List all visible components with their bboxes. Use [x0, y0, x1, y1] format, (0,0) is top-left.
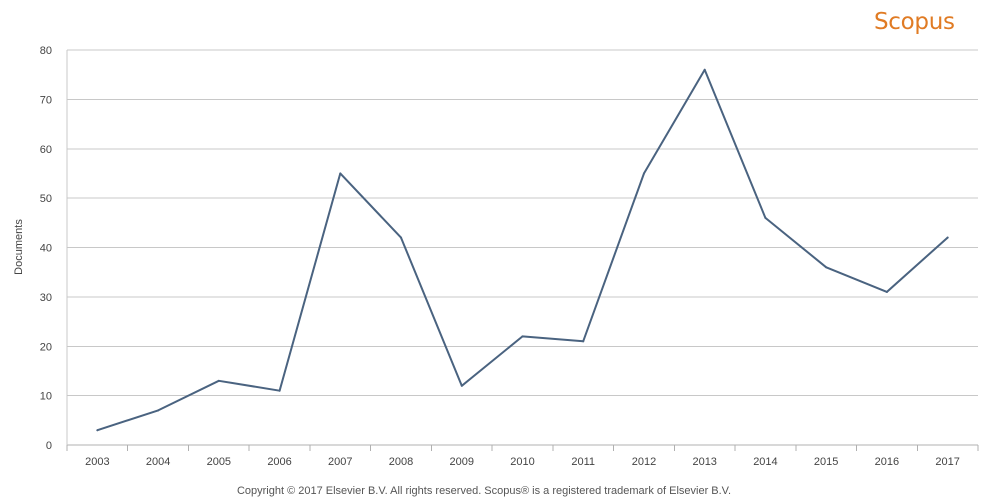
series-layer: [96, 68, 949, 432]
x-tick-label: 2007: [328, 456, 352, 468]
x-tick-label: 2005: [207, 456, 231, 468]
x-tick-label: 2004: [146, 456, 170, 468]
data-point-2016: [885, 290, 888, 293]
x-tick-label: 2016: [875, 456, 899, 468]
data-point-2004: [157, 409, 160, 412]
data-point-2007: [339, 172, 342, 175]
y-tick-labels: 0 10 20 30 40 50 60 70 80: [40, 45, 52, 452]
grid-layer: [66, 49, 979, 451]
x-tick-label: 2009: [450, 456, 474, 468]
data-point-2009: [460, 384, 463, 387]
data-point-2010: [521, 335, 524, 338]
y-tick-label: 30: [40, 292, 52, 304]
x-tick-labels: 2003 2004 2005 2006 2007 2008 2009 2010 2011 2012…: [85, 456, 960, 468]
x-tick-label: 2014: [753, 456, 777, 468]
data-point-2017: [946, 236, 949, 239]
y-tick-label: 50: [40, 193, 52, 205]
x-tick-label: 2015: [814, 456, 838, 468]
data-point-2008: [400, 236, 403, 239]
y-tick-label: 10: [40, 391, 52, 403]
y-tick-label: 0: [46, 440, 52, 452]
data-point-2013: [703, 68, 706, 71]
series-line-0: [96, 68, 949, 432]
x-tick-label: 2012: [632, 456, 656, 468]
x-tick-label: 2013: [692, 456, 716, 468]
data-point-2011: [582, 340, 585, 343]
x-tick-label: 2011: [571, 456, 595, 468]
x-tick-label: 2003: [85, 456, 109, 468]
x-tick-label: 2006: [267, 456, 291, 468]
x-tick-label: 2017: [935, 456, 959, 468]
data-point-2015: [825, 266, 828, 269]
y-tick-label: 80: [40, 45, 52, 57]
x-tick-label: 2010: [510, 456, 534, 468]
data-point-2005: [217, 379, 220, 382]
data-point-2014: [764, 216, 767, 219]
scopus-logo: Scopus: [874, 9, 955, 35]
y-tick-label: 20: [40, 341, 52, 353]
data-point-2003: [96, 429, 99, 432]
y-tick-label: 60: [40, 144, 52, 156]
y-tick-label: 40: [40, 243, 52, 255]
data-point-2006: [278, 389, 281, 392]
copyright-notice: Copyright © 2017 Elsevier B.V. All right…: [236, 485, 732, 497]
data-point-2012: [642, 172, 645, 175]
y-tick-label: 70: [40, 94, 52, 106]
x-tick-label: 2008: [389, 456, 413, 468]
